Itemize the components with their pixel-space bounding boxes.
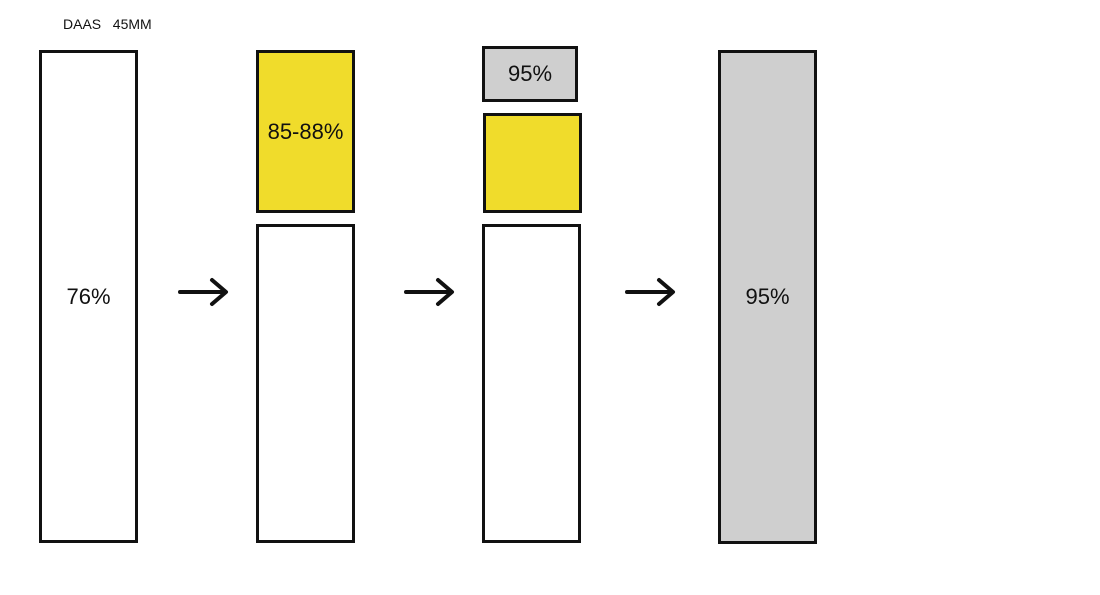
stage-4-label: 95% [745,284,790,309]
stage-3-cap-block: 95% [482,46,578,102]
stage-2-top-label: 85-88% [267,118,344,144]
stage-3-cap-label: 95% [507,61,553,86]
stage-1-label: 76% [66,283,111,309]
stage-2-top-block: 85-88% [256,50,355,213]
stage-3-bottom-block [482,224,581,543]
arrow-icon-2 [404,278,454,306]
stage-1-column: 76% [39,50,138,543]
diagram-caption: DAAS 45MM [63,16,152,32]
stage-4-column: 95% [718,50,817,544]
arrow-icon-3 [625,278,675,306]
arrow-icon-1 [178,278,228,306]
stage-3-middle-block [483,113,582,213]
stage-2-bottom-block [256,224,355,543]
